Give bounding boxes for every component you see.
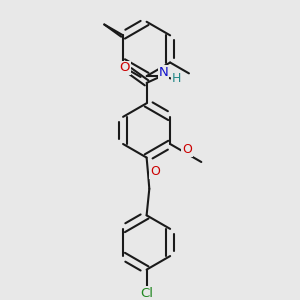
Text: O: O [120, 61, 130, 74]
Text: Cl: Cl [140, 287, 153, 300]
Text: O: O [182, 143, 192, 156]
Text: H: H [172, 72, 181, 85]
Text: N: N [159, 65, 169, 79]
Text: O: O [150, 165, 160, 178]
